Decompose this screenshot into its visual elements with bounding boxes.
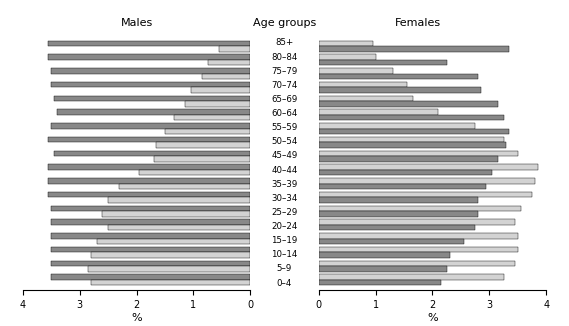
Bar [319,225,475,230]
Text: 60–64: 60–64 [271,109,298,118]
Text: Females: Females [395,18,442,28]
Bar [102,211,250,216]
Bar [319,54,376,60]
Bar [319,129,509,134]
Bar [319,46,509,52]
Text: 80–84: 80–84 [271,52,298,62]
Bar [319,170,492,175]
Bar [319,266,447,272]
Bar [208,60,250,66]
Bar [51,260,250,266]
Bar [319,110,438,115]
Text: 45–49: 45–49 [271,152,298,160]
Bar [97,239,250,244]
Bar [51,233,250,239]
Bar [319,137,504,142]
X-axis label: %: % [427,313,438,323]
Bar [319,142,506,148]
Text: 0–4: 0–4 [277,279,292,288]
Text: 15–19: 15–19 [271,236,298,245]
Bar [108,225,250,230]
Bar [319,184,486,189]
Bar [51,219,250,225]
Bar [48,192,250,197]
Bar [319,60,447,66]
Bar [319,82,407,87]
Text: 70–74: 70–74 [271,81,298,90]
Bar [57,110,250,115]
Text: 75–79: 75–79 [271,67,298,76]
Bar [191,87,250,93]
Text: 85+: 85+ [275,38,294,47]
Bar [51,68,250,74]
Bar [319,87,481,93]
Text: 10–14: 10–14 [271,250,298,259]
Bar [51,123,250,129]
Text: 25–29: 25–29 [271,208,298,217]
Bar [139,170,250,175]
Bar [319,101,498,107]
Bar [319,260,515,266]
Text: Age groups: Age groups [253,18,316,28]
Bar [174,115,250,120]
Text: 5–9: 5–9 [277,264,292,274]
Text: 55–59: 55–59 [271,123,298,132]
Bar [185,101,250,107]
Bar [319,115,504,120]
Bar [54,151,250,156]
Text: Males: Males [121,18,152,28]
Bar [156,142,250,148]
Bar [319,252,450,258]
Text: 65–69: 65–69 [271,95,298,104]
Bar [219,46,250,52]
Text: 40–44: 40–44 [271,166,298,174]
Bar [54,96,250,101]
Bar [51,247,250,252]
Bar [319,192,532,197]
Bar [91,280,250,285]
Bar [319,74,478,79]
Bar [319,41,373,46]
Bar [319,151,518,156]
X-axis label: %: % [131,313,142,323]
Bar [319,274,504,280]
Bar [108,197,250,203]
Bar [48,54,250,60]
Text: 20–24: 20–24 [271,222,298,231]
Bar [91,252,250,258]
Bar [319,247,518,252]
Bar [48,178,250,184]
Bar [319,219,515,225]
Bar [202,74,250,79]
Bar [154,156,250,162]
Bar [319,211,478,216]
Bar [319,68,393,74]
Bar [319,164,538,170]
Bar [319,178,535,184]
Bar [319,197,478,203]
Bar [319,239,464,244]
Text: 30–34: 30–34 [271,194,298,203]
Bar [165,129,250,134]
Bar [51,206,250,211]
Bar [119,184,250,189]
Bar [319,206,521,211]
Bar [319,123,475,129]
Bar [51,274,250,280]
Bar [48,164,250,170]
Text: 50–54: 50–54 [271,137,298,146]
Bar [319,96,413,101]
Bar [319,156,498,162]
Text: 35–39: 35–39 [271,180,298,189]
Bar [48,137,250,142]
Bar [51,82,250,87]
Bar [48,41,250,46]
Bar [319,280,441,285]
Bar [319,233,518,239]
Bar [88,266,250,272]
